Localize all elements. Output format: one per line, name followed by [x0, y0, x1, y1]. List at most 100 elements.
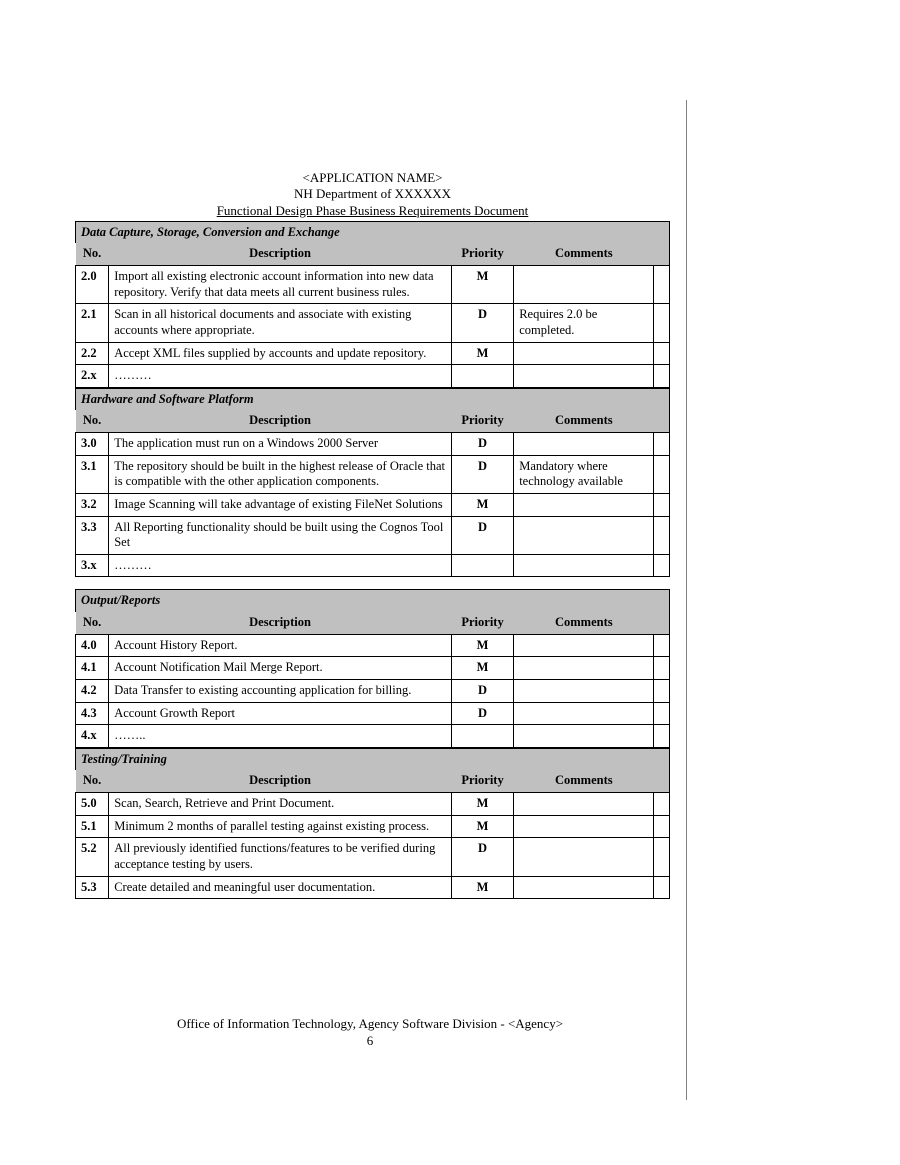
cell-no: 4.3	[76, 702, 109, 725]
table-row: 3.3All Reporting functionality should be…	[76, 516, 670, 554]
cell-extra	[654, 554, 670, 577]
cell-comments	[514, 433, 654, 456]
cell-priority: D	[451, 455, 513, 493]
cell-extra	[654, 876, 670, 899]
cell-priority: M	[451, 493, 513, 516]
cell-description: All Reporting functionality should be bu…	[109, 516, 452, 554]
section-title: Hardware and Software Platform	[76, 388, 670, 410]
cell-extra	[654, 725, 670, 748]
cell-extra	[654, 433, 670, 456]
col-header-comments: Comments	[514, 612, 654, 634]
table-row: 4.1Account Notification Mail Merge Repor…	[76, 657, 670, 680]
table-row: 2.1Scan in all historical documents and …	[76, 304, 670, 342]
table-row: 5.2All previously identified functions/f…	[76, 838, 670, 876]
table-row: 3.x………	[76, 554, 670, 577]
header-app-name: <APPLICATION NAME>	[75, 170, 670, 186]
cell-comments	[514, 657, 654, 680]
cell-extra	[654, 304, 670, 342]
cell-extra	[654, 815, 670, 838]
cell-priority	[451, 365, 513, 388]
cell-extra	[654, 365, 670, 388]
col-header-extra	[654, 410, 670, 432]
cell-extra	[654, 455, 670, 493]
table-row: 3.2Image Scanning will take advantage of…	[76, 493, 670, 516]
table-row: 3.1The repository should be built in the…	[76, 455, 670, 493]
cell-description: Account Notification Mail Merge Report.	[109, 657, 452, 680]
cell-comments	[514, 838, 654, 876]
section-gap	[75, 577, 670, 589]
col-header-comments: Comments	[514, 770, 654, 792]
cell-extra	[654, 702, 670, 725]
document-page: <APPLICATION NAME> NH Department of XXXX…	[0, 0, 900, 899]
cell-no: 3.x	[76, 554, 109, 577]
cell-description: Minimum 2 months of parallel testing aga…	[109, 815, 452, 838]
cell-priority: M	[451, 876, 513, 899]
cell-description: Import all existing electronic account i…	[109, 266, 452, 304]
cell-extra	[654, 679, 670, 702]
cell-description: ………	[109, 365, 452, 388]
cell-priority: D	[451, 516, 513, 554]
footer-page-number: 6	[75, 1033, 665, 1050]
cell-comments	[514, 793, 654, 816]
cell-no: 3.0	[76, 433, 109, 456]
cell-no: 3.2	[76, 493, 109, 516]
table-row: 4.x……..	[76, 725, 670, 748]
col-header-no: No.	[76, 612, 109, 634]
cell-comments	[514, 876, 654, 899]
table-row: 4.0Account History Report.M	[76, 634, 670, 657]
cell-comments	[514, 815, 654, 838]
footer-org: Office of Information Technology, Agency…	[75, 1016, 665, 1033]
cell-comments	[514, 554, 654, 577]
cell-description: Scan in all historical documents and ass…	[109, 304, 452, 342]
requirements-table: Hardware and Software PlatformNo.Descrip…	[75, 388, 670, 578]
table-row: 5.0Scan, Search, Retrieve and Print Docu…	[76, 793, 670, 816]
col-header-description: Description	[109, 243, 452, 265]
cell-extra	[654, 634, 670, 657]
col-header-comments: Comments	[514, 243, 654, 265]
cell-description: All previously identified functions/feat…	[109, 838, 452, 876]
cell-no: 4.1	[76, 657, 109, 680]
cell-description: Scan, Search, Retrieve and Print Documen…	[109, 793, 452, 816]
cell-priority: D	[451, 304, 513, 342]
cell-comments	[514, 725, 654, 748]
cell-no: 4.x	[76, 725, 109, 748]
col-header-no: No.	[76, 243, 109, 265]
table-row: 5.1Minimum 2 months of parallel testing …	[76, 815, 670, 838]
cell-priority: D	[451, 702, 513, 725]
cell-extra	[654, 493, 670, 516]
col-header-extra	[654, 770, 670, 792]
cell-description: The application must run on a Windows 20…	[109, 433, 452, 456]
col-header-no: No.	[76, 410, 109, 432]
cell-priority: D	[451, 433, 513, 456]
col-header-description: Description	[109, 410, 452, 432]
col-header-priority: Priority	[451, 612, 513, 634]
cell-no: 4.0	[76, 634, 109, 657]
cell-comments	[514, 266, 654, 304]
col-header-description: Description	[109, 770, 452, 792]
sections-container: Data Capture, Storage, Conversion and Ex…	[75, 221, 670, 899]
cell-description: Image Scanning will take advantage of ex…	[109, 493, 452, 516]
cell-comments: Requires 2.0 be completed.	[514, 304, 654, 342]
cell-no: 3.1	[76, 455, 109, 493]
cell-comments	[514, 516, 654, 554]
cell-priority	[451, 554, 513, 577]
cell-priority	[451, 725, 513, 748]
cell-description: The repository should be built in the hi…	[109, 455, 452, 493]
cell-no: 5.1	[76, 815, 109, 838]
cell-priority: M	[451, 634, 513, 657]
cell-priority: M	[451, 815, 513, 838]
table-row: 4.3Account Growth ReportD	[76, 702, 670, 725]
cell-no: 5.2	[76, 838, 109, 876]
section-title: Data Capture, Storage, Conversion and Ex…	[76, 221, 670, 243]
table-row: 5.3Create detailed and meaningful user d…	[76, 876, 670, 899]
table-row: 2.2Accept XML files supplied by accounts…	[76, 342, 670, 365]
cell-priority: M	[451, 793, 513, 816]
table-row: 4.2Data Transfer to existing accounting …	[76, 679, 670, 702]
cell-comments	[514, 634, 654, 657]
requirements-table: Data Capture, Storage, Conversion and Ex…	[75, 221, 670, 388]
cell-priority: D	[451, 679, 513, 702]
cell-extra	[654, 838, 670, 876]
cell-priority: M	[451, 657, 513, 680]
table-row: 3.0The application must run on a Windows…	[76, 433, 670, 456]
cell-extra	[654, 516, 670, 554]
